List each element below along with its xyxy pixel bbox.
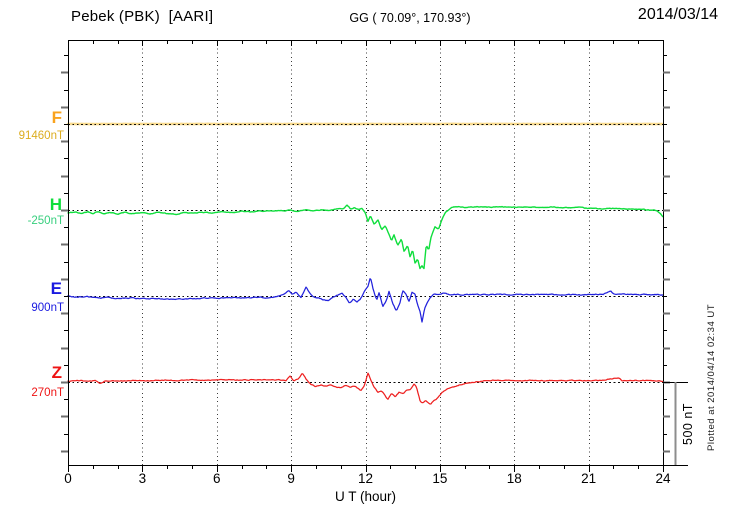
scale-bar-label: 500 nT <box>681 403 695 445</box>
trace-E <box>67 278 664 323</box>
x-tick-label-18: 18 <box>506 471 522 486</box>
x-tick-label-0: 0 <box>64 471 72 486</box>
channel-label-f: F <box>51 108 62 127</box>
x-tick-label-21: 21 <box>581 471 597 486</box>
x-tick-label-9: 9 <box>287 471 295 486</box>
plot-date: 2014/03/14 <box>637 6 718 23</box>
trace-H <box>67 204 664 270</box>
station-title: Pebek (PBK) [AARI] <box>71 8 214 25</box>
channel-label-h: H <box>49 195 62 214</box>
x-tick-label-12: 12 <box>357 471 374 486</box>
trace-Z <box>67 372 664 405</box>
x-tick-label-3: 3 <box>138 471 147 486</box>
x-tick-label-6: 6 <box>212 471 221 486</box>
x-tick-label-15: 15 <box>432 471 448 486</box>
channel-baseline-e: 900nT <box>31 302 64 314</box>
channel-baseline-h: -250nT <box>27 215 64 227</box>
geographic-coordinates: GG ( 70.09°, 170.93°) <box>349 11 471 25</box>
channel-baseline-z: 270nT <box>31 387 64 399</box>
channel-label-e: E <box>50 279 62 298</box>
plotted-at-watermark: Plotted at 2014/04/14 02:34 UT <box>706 303 717 451</box>
x-axis-title: U T (hour) <box>334 489 397 504</box>
channel-label-z: Z <box>51 363 62 382</box>
channel-baseline-f: 91460nT <box>18 130 64 142</box>
x-tick-label-24: 24 <box>655 471 671 486</box>
